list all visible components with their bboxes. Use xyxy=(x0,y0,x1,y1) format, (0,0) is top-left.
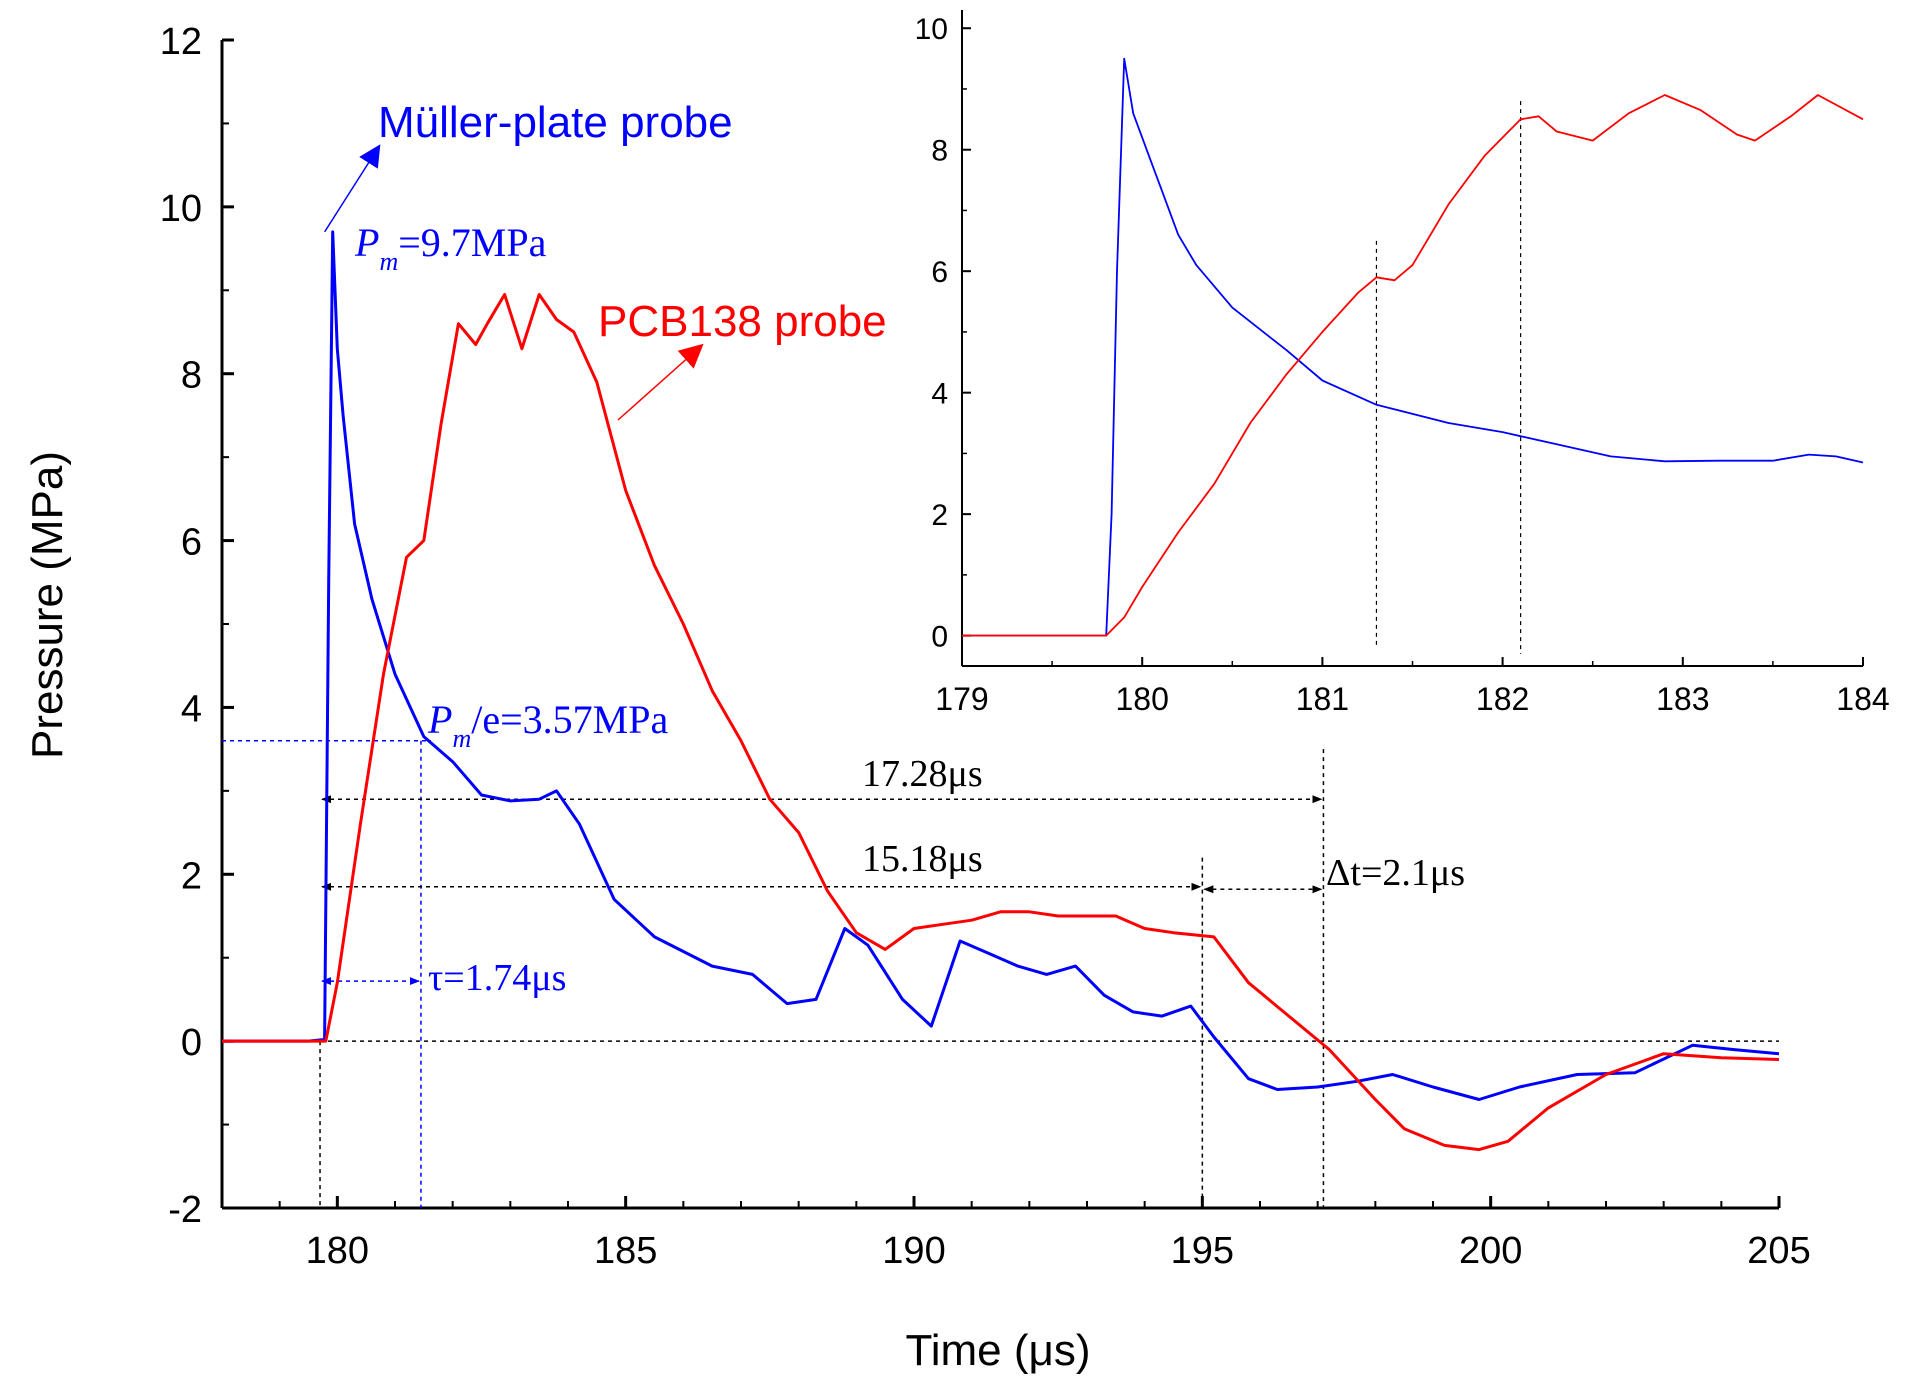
inset-y-tick-label: 4 xyxy=(931,378,948,411)
inset-guides xyxy=(1375,101,1522,654)
inset-y-tick-label: 6 xyxy=(931,256,948,289)
inset-series xyxy=(962,57,1864,637)
x-tick-label: 205 xyxy=(1747,1230,1810,1272)
y-tick-label: 4 xyxy=(181,688,202,730)
y-tick-label: 0 xyxy=(181,1022,202,1064)
duration-15-label: 15.18μs xyxy=(862,838,983,880)
tau-label: τ=1.74μs xyxy=(428,957,566,999)
inset-x-tick-label: 182 xyxy=(1476,681,1529,717)
y-tick-label: 6 xyxy=(181,522,202,564)
muller-label-pointer xyxy=(324,144,381,233)
x-tick-label: 200 xyxy=(1459,1230,1522,1272)
x-axis-title: Time (μs) xyxy=(905,1326,1090,1375)
delta-t-label: Δt=2.1μs xyxy=(1326,852,1465,894)
pcb-label-pointer xyxy=(617,343,704,421)
inset-series-line-pcb138-probe xyxy=(962,94,1864,637)
inset-y-tick-label: 0 xyxy=(931,621,948,654)
series-line-m-ller-plate-probe xyxy=(222,230,1780,1101)
x-tick-label: 185 xyxy=(594,1230,657,1272)
inset-x-tick-label: 179 xyxy=(935,681,988,717)
y-tick-label: -2 xyxy=(168,1189,202,1231)
pcb-probe-label: PCB138 probe xyxy=(598,297,887,346)
main-axes: -2 0 2 4 6 8 10 12 180 185 190 195 200 205 xyxy=(160,21,1811,1272)
y-tick-label: 8 xyxy=(181,355,202,397)
duration-17-label: 17.28μs xyxy=(862,753,983,795)
y-tick-label: 12 xyxy=(160,21,202,63)
y-tick-label: 10 xyxy=(160,188,202,230)
peak-pressure-label: Pm=9.7MPa xyxy=(354,220,547,276)
x-tick-label: 180 xyxy=(306,1230,369,1272)
x-tick-label: 190 xyxy=(882,1230,945,1272)
inset-series-line-m-ller-plate-probe xyxy=(962,57,1864,637)
y-axis-title: Pressure (MPa) xyxy=(23,451,72,759)
inset-y-tick-label: 10 xyxy=(915,13,948,46)
inset-x-tick-label: 180 xyxy=(1116,681,1169,717)
inset-axes: 0 2 4 6 8 10 179 180 181 182 183 184 xyxy=(915,10,1890,717)
series-line-pcb138-probe xyxy=(222,293,1780,1152)
inset-y-tick-label: 8 xyxy=(931,135,948,168)
inset-x-tick-label: 183 xyxy=(1656,681,1709,717)
muller-probe-label: Müller-plate probe xyxy=(378,98,733,147)
inset-x-tick-label: 184 xyxy=(1836,681,1889,717)
inset-x-tick-label: 181 xyxy=(1296,681,1349,717)
pm-over-e-label: Pm/e=3.57MPa xyxy=(427,697,668,753)
y-tick-label: 2 xyxy=(181,855,202,897)
main-guides xyxy=(222,144,1779,1208)
main-series xyxy=(222,230,1780,1152)
inset-y-tick-label: 2 xyxy=(931,499,948,532)
x-tick-label: 195 xyxy=(1171,1230,1234,1272)
